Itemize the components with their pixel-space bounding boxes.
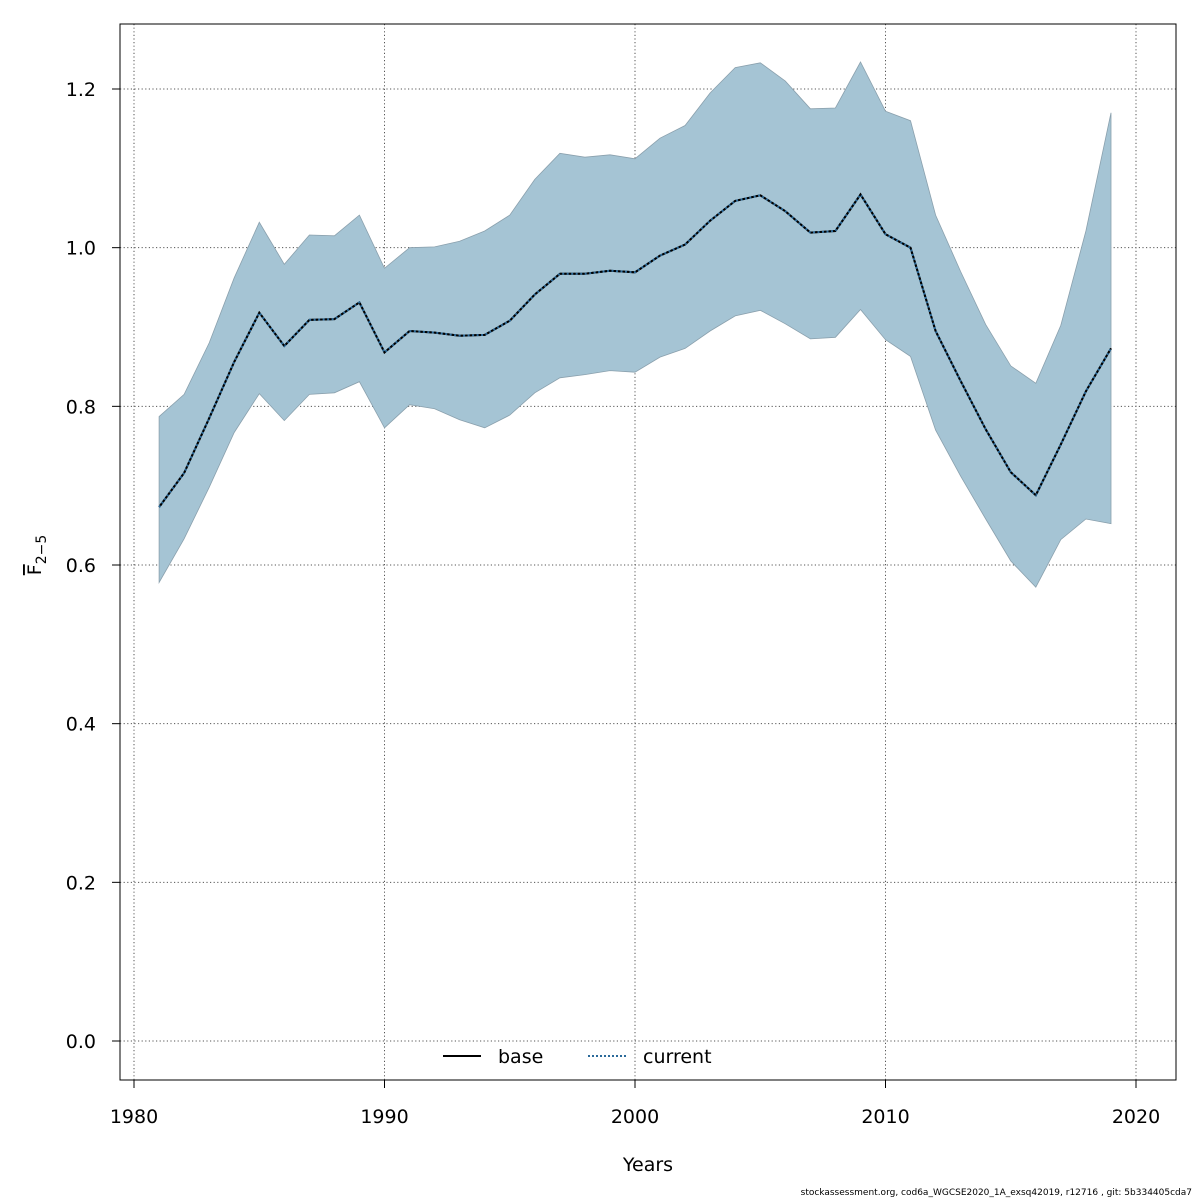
x-tick-label-1980: 1980 xyxy=(110,1106,158,1128)
y-axis-title: F2−5 xyxy=(24,535,50,575)
series-line-current xyxy=(158,192,1112,508)
y-tick-label-3: 0.6 xyxy=(66,555,96,577)
plot-frame xyxy=(119,23,1177,1081)
y-tick-label-2: 0.4 xyxy=(66,714,96,736)
y-tick-label-0: 0.0 xyxy=(66,1031,96,1053)
x-axis-title: Years xyxy=(622,1154,673,1176)
y-axis-title-main: F xyxy=(24,564,46,575)
y-tick-label-4: 0.8 xyxy=(66,396,96,418)
y-axis: 0.0 0.2 0.4 0.6 0.8 1.0 1.2 xyxy=(66,79,120,1053)
y-tick-label-1: 0.2 xyxy=(66,872,96,894)
footer-credit: stockassessment.org, cod6a_WGCSE2020_1A_… xyxy=(800,1188,1192,1198)
legend-label-current: current xyxy=(643,1046,712,1068)
legend: base current xyxy=(443,1046,712,1068)
y-tick-label-6: 1.2 xyxy=(66,79,96,101)
x-tick-label-2000: 2000 xyxy=(611,1106,659,1128)
svg-text:F2−5: F2−5 xyxy=(24,535,50,575)
legend-label-base: base xyxy=(498,1046,543,1068)
y-axis-title-subscript: 2−5 xyxy=(34,535,50,565)
x-axis: 1980 1990 2000 2010 2020 xyxy=(110,1080,1160,1128)
x-tick-label-2020: 2020 xyxy=(1112,1106,1160,1128)
confidence-band xyxy=(158,61,1112,588)
series-line-current-overlay xyxy=(158,192,1112,508)
y-tick-label-5: 1.0 xyxy=(66,238,96,260)
x-tick-label-1990: 1990 xyxy=(360,1106,408,1128)
series-lines xyxy=(158,192,1112,508)
x-tick-label-2010: 2010 xyxy=(861,1106,909,1128)
